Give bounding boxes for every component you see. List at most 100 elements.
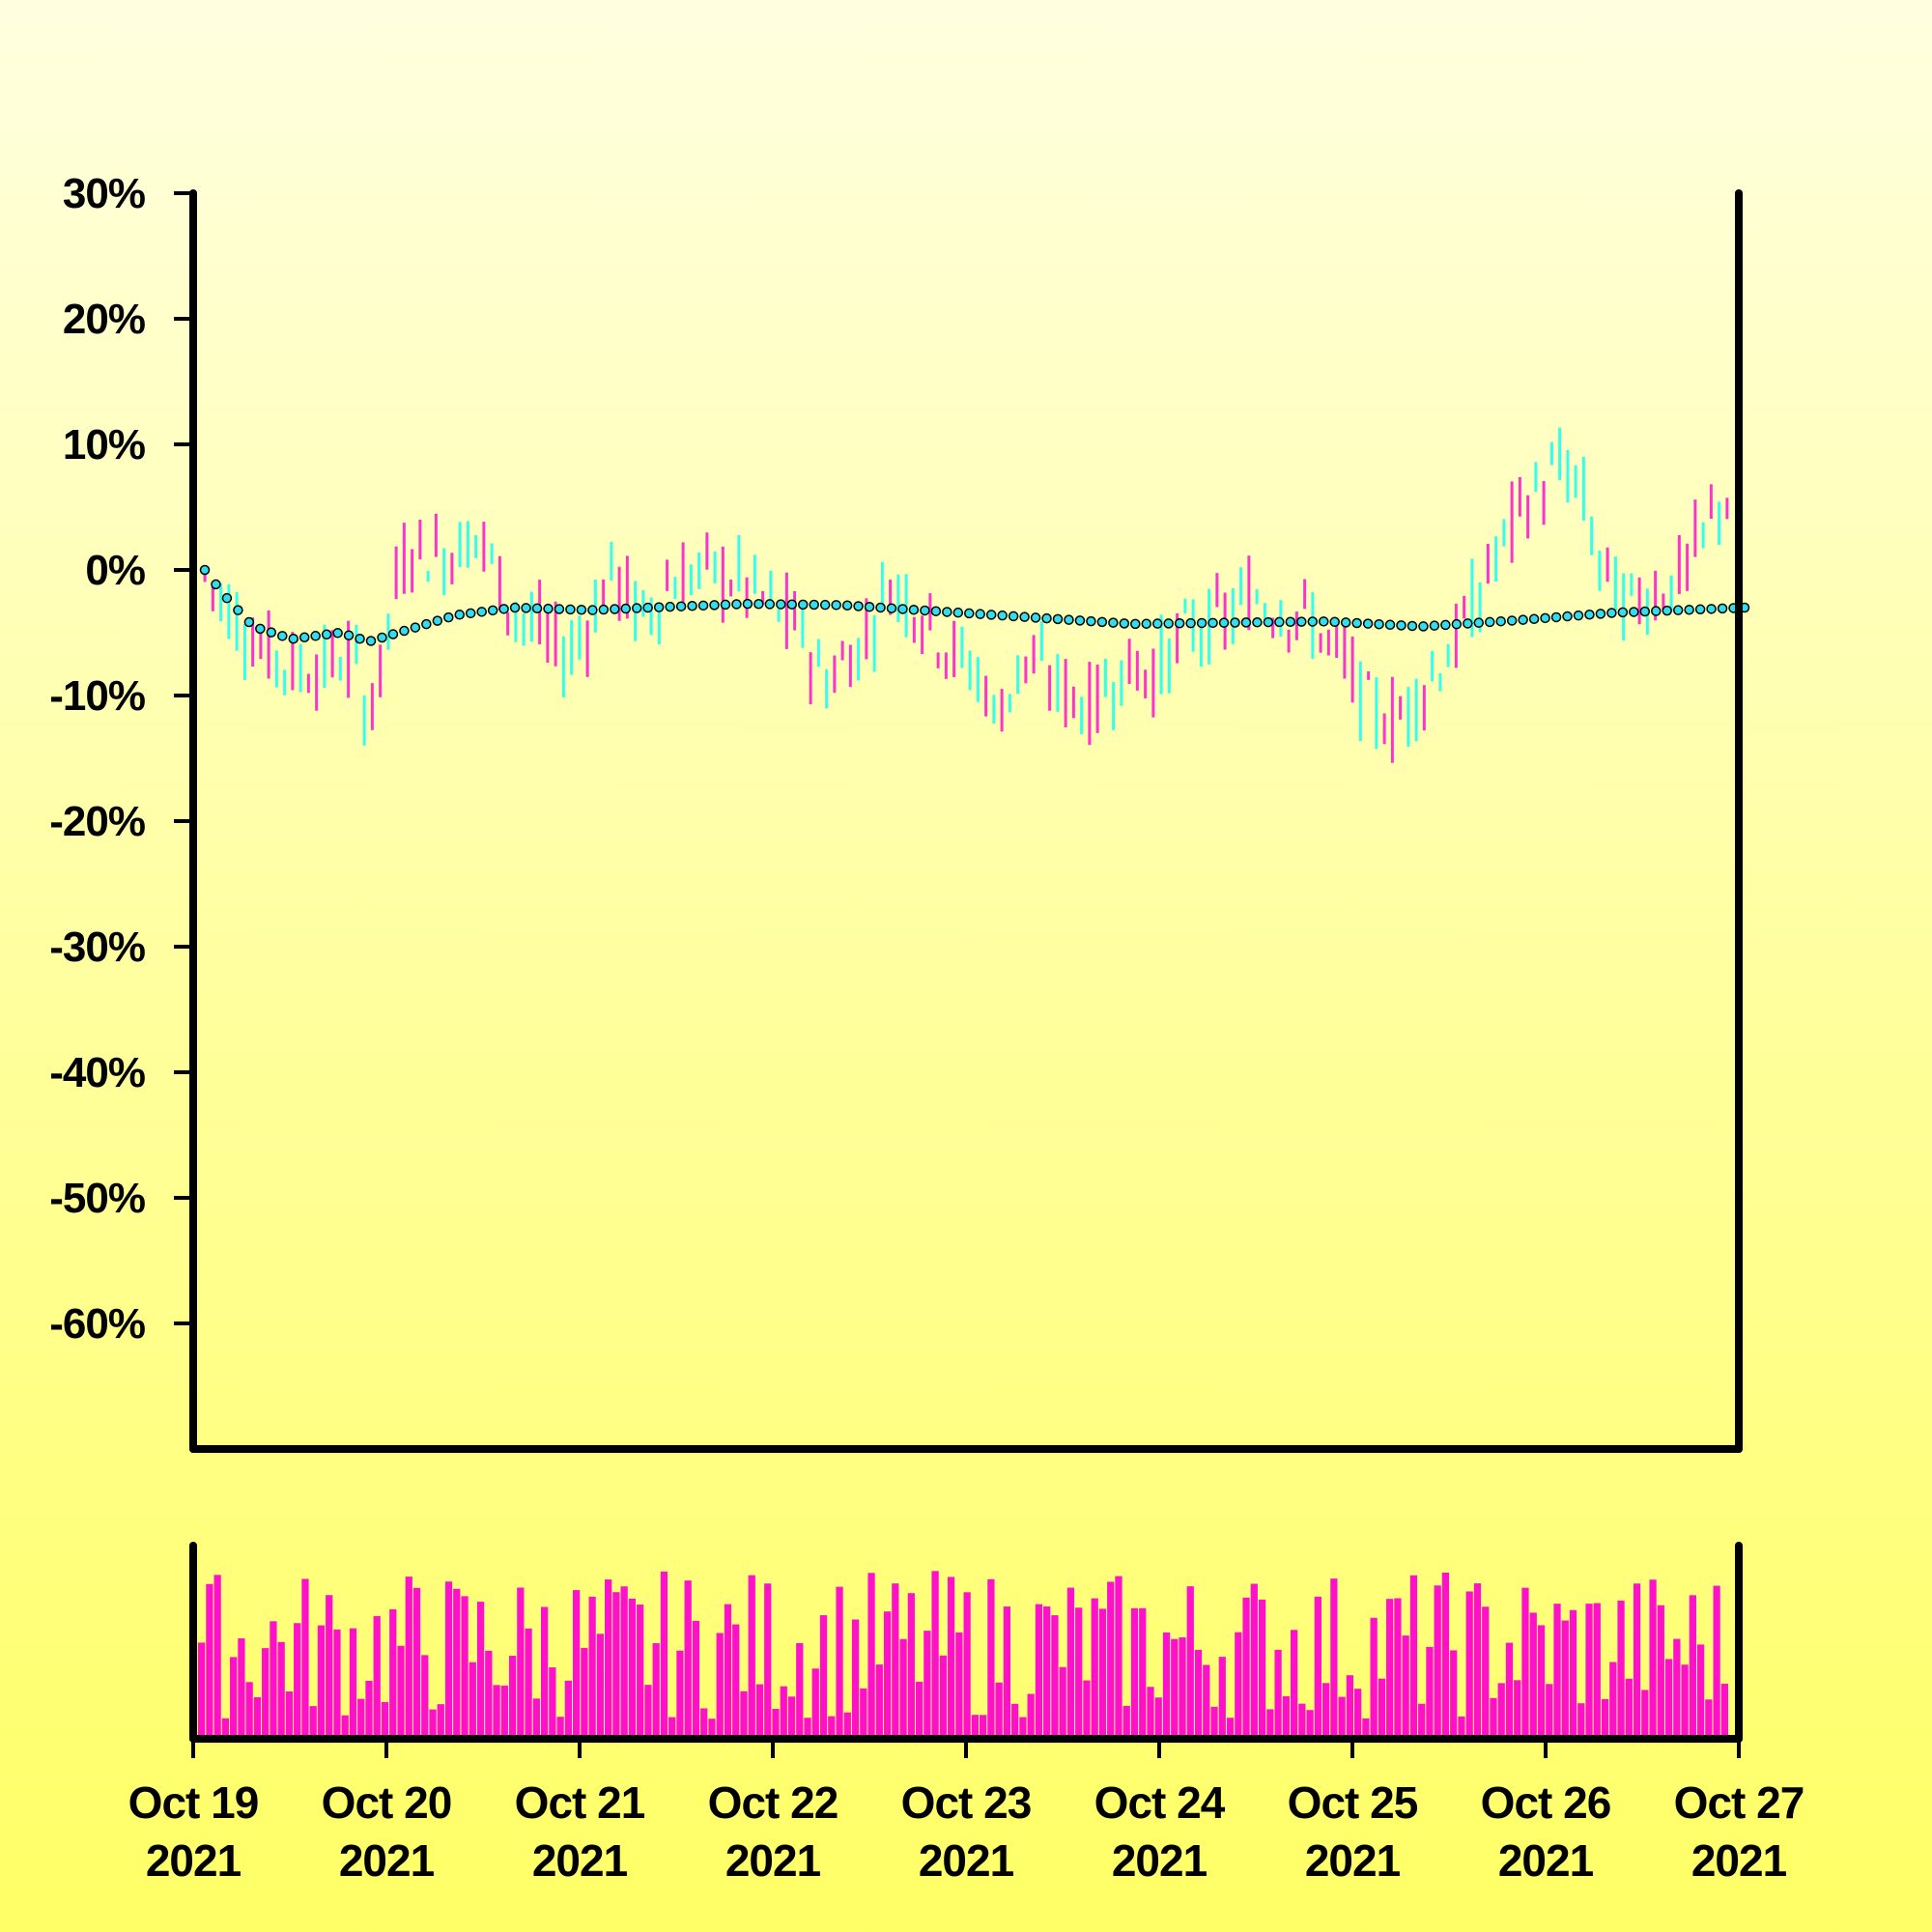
volume-bar	[1147, 1687, 1154, 1739]
x-axis-ticks: Oct 19 2021 Oct 20 2021 Oct 21 2021 Oct 22 2021…	[128, 1739, 1804, 1886]
volume-bar	[389, 1608, 397, 1739]
moving-average-point	[543, 603, 554, 614]
volume-bar	[1664, 1659, 1673, 1739]
x-tick-label-year: 2021	[532, 1835, 628, 1886]
volume-bar	[1066, 1587, 1075, 1739]
volume-bar	[1226, 1718, 1235, 1739]
moving-average-point	[199, 564, 211, 576]
volume-bar	[955, 1632, 963, 1739]
moving-average-point	[365, 636, 377, 646]
volume-bar	[1019, 1717, 1027, 1739]
volume-bar	[867, 1573, 875, 1739]
x-tick-label-date: Oct 24	[1094, 1777, 1226, 1828]
volume-bar	[668, 1717, 676, 1739]
moving-average-point	[1174, 618, 1185, 629]
volume-bar	[899, 1638, 907, 1739]
volume-bar	[1490, 1697, 1497, 1739]
volume-bar	[1394, 1598, 1402, 1739]
volume-bar	[309, 1706, 317, 1739]
volume-bar	[1649, 1579, 1657, 1739]
moving-average-point	[1108, 617, 1119, 628]
moving-average-point	[1030, 612, 1041, 623]
y-tick-label: -30%	[49, 923, 145, 971]
volume-bar	[1561, 1620, 1569, 1739]
moving-average-point	[1694, 604, 1706, 615]
volume-bar	[883, 1611, 892, 1739]
volume-bar	[1027, 1693, 1035, 1739]
x-tick-label-year: 2021	[1498, 1835, 1594, 1886]
moving-average-point	[476, 607, 487, 617]
volume-bar	[549, 1667, 556, 1739]
volume-bar	[1386, 1599, 1394, 1739]
volume-bar	[1003, 1606, 1011, 1739]
moving-average-point	[1196, 617, 1208, 629]
moving-average-point	[1307, 616, 1319, 627]
volume-bar	[1521, 1587, 1529, 1739]
moving-average-point	[1418, 621, 1429, 632]
volume-bar	[508, 1656, 517, 1739]
volume-bar	[1098, 1608, 1107, 1739]
volume-bar	[1115, 1576, 1122, 1739]
volume-bar	[692, 1620, 700, 1739]
moving-average-point	[920, 605, 930, 616]
volume-bar	[1529, 1612, 1537, 1739]
volume-bar	[1179, 1636, 1186, 1739]
volume-bar	[1242, 1597, 1250, 1739]
y-tick-label: -10%	[49, 672, 145, 720]
moving-average-point	[697, 600, 709, 611]
moving-average-point	[1064, 614, 1074, 625]
volume-bar	[1569, 1609, 1577, 1739]
moving-average-point	[864, 601, 875, 612]
x-tick-label-date: Oct 22	[708, 1777, 838, 1828]
volume-bar	[1434, 1585, 1441, 1739]
moving-average-point	[1662, 605, 1672, 616]
moving-average-point	[454, 610, 466, 620]
volume-bar	[684, 1580, 692, 1739]
price-bars	[203, 427, 1729, 763]
volume-bar	[1505, 1642, 1514, 1739]
moving-average-point	[1429, 620, 1440, 631]
moving-average-point	[1540, 612, 1550, 624]
volume-bar	[373, 1615, 381, 1739]
moving-average-point	[1528, 613, 1540, 624]
volume-bar	[1306, 1710, 1314, 1739]
moving-average-point	[1451, 618, 1463, 630]
moving-average-point	[531, 603, 543, 614]
moving-average-point	[576, 605, 587, 615]
volume-bar	[1107, 1581, 1115, 1739]
volume-bar	[907, 1593, 915, 1739]
volume-bar	[1450, 1650, 1458, 1739]
moving-average-point	[886, 603, 897, 613]
volume-bar	[1609, 1662, 1617, 1739]
moving-average-point	[1008, 611, 1019, 622]
y-tick-label: 20%	[63, 296, 145, 343]
moving-average-point	[875, 602, 886, 613]
moving-average-point	[742, 598, 753, 610]
volume-bar	[333, 1629, 341, 1739]
volume-bar	[1696, 1644, 1705, 1739]
volume-bar	[1274, 1649, 1282, 1739]
moving-average-point	[277, 631, 288, 641]
x-tick-label-date: Oct 23	[901, 1777, 1032, 1828]
volume-bar	[963, 1592, 971, 1739]
volume-bar	[357, 1698, 365, 1739]
y-tick-label: -50%	[49, 1175, 145, 1222]
volume-bar	[469, 1662, 476, 1739]
moving-average-point	[399, 625, 410, 637]
volume-bar	[676, 1650, 684, 1739]
moving-average-point	[642, 602, 653, 613]
moving-average-point	[819, 599, 831, 611]
volume-bar	[476, 1602, 485, 1739]
volume-bar	[270, 1621, 277, 1739]
moving-average-point	[687, 601, 697, 611]
volume-bar	[317, 1625, 326, 1739]
volume-bar	[1681, 1664, 1689, 1739]
volume-bar	[1362, 1718, 1370, 1739]
moving-average-point	[1406, 620, 1418, 632]
moving-average-point	[387, 629, 399, 639]
moving-average-point	[1717, 603, 1728, 614]
moving-average-point	[1362, 618, 1374, 629]
volume-bar	[412, 1587, 421, 1739]
axes-frame	[189, 189, 1743, 1743]
